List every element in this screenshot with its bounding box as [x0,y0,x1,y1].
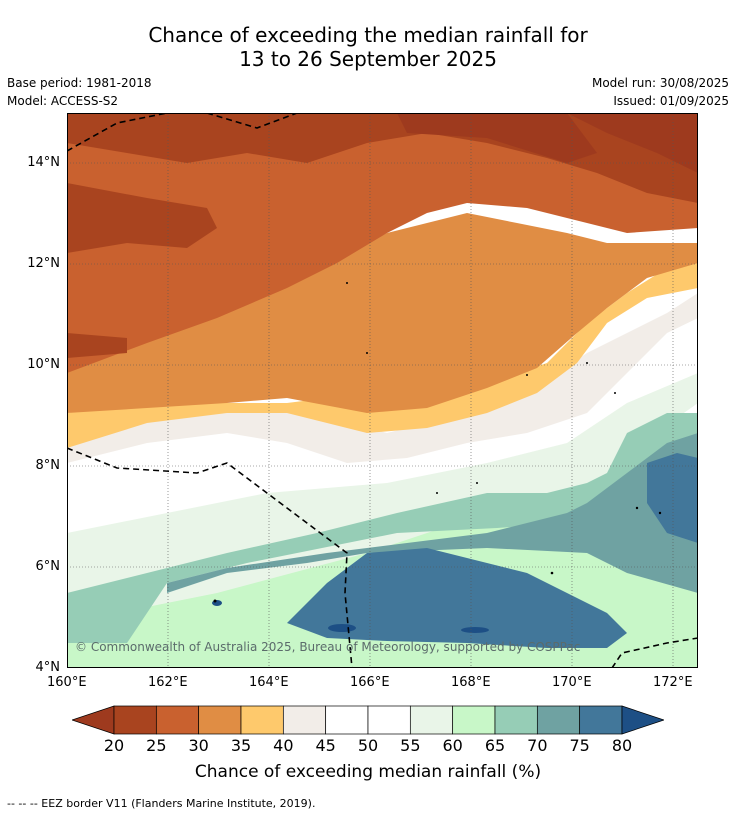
colorbar-title: Chance of exceeding median rainfall (%) [194,762,542,782]
colorbar-swatch [494,705,538,735]
band-30-35 [67,213,698,413]
band-20-25-west [67,183,217,253]
eez-border [67,113,698,668]
lat-label-14n: 14°N [27,155,60,170]
colorbar-tick-label: 40 [273,736,294,755]
graticule [67,113,698,668]
colorbar-tick-label: 30 [188,736,209,755]
lon-label-164e: 164°E [249,675,289,690]
islands [213,282,662,603]
colorbar-swatch [282,705,327,735]
issued-text: Issued: 01/09/2025 [613,94,729,108]
band-below-20-ne [567,113,698,173]
colorbar-swatch [155,705,200,735]
band-20-25-sw [67,333,127,358]
colorbar-swatch [367,705,411,735]
lat-label-8n: 8°N [35,458,61,473]
lon-label-172e: 172°E [653,675,693,690]
colorbar [72,705,664,735]
colorbar-tick-label: 55 [400,736,421,755]
band-75-80-east [647,453,698,543]
band-80-spot-2 [461,627,489,633]
colorbar-tick-label: 35 [230,736,252,755]
lat-label-12n: 12°N [27,256,60,271]
colorbar-tick-label: 25 [146,736,167,755]
band-80-spot-3 [212,600,222,606]
band-25-30 [67,113,698,373]
band-below-20-north [397,113,597,163]
colorbar-swatch [409,705,454,735]
colorbar-tick-label: 80 [611,736,633,755]
lat-label-4n: 4°N [35,660,61,675]
colorbar-high-extension [621,705,664,735]
colorbar-swatch [452,705,496,735]
map-title-line1: Chance of exceeding the median rainfall … [148,23,588,47]
colorbar-tick-label: 65 [484,736,506,755]
colorbar-tick-label: 75 [569,736,590,755]
model-text: Model: ACCESS-S2 [7,94,119,108]
lon-label-170e: 170°E [552,675,592,690]
colorbar-swatch [113,705,157,735]
colorbar-tick-label: 50 [357,736,379,755]
model-run-text: Model run: 30/08/2025 [591,76,729,90]
lat-label-6n: 6°N [35,559,61,574]
lon-label-162e: 162°E [148,675,188,690]
rainfall-probability-map [67,113,698,668]
band-75-80 [287,548,627,648]
base-period-text: Base period: 1981-2018 [7,76,152,90]
colorbar-tick-label: 60 [442,736,463,755]
band-40-45 [67,293,698,463]
colorbar-tick-label: 70 [527,736,548,755]
lon-label-166e: 166°E [350,675,390,690]
lon-label-168e: 168°E [451,675,491,690]
colorbar-tick-label: 45 [315,736,336,755]
colorbar-swatch [579,705,623,735]
colorbar-swatch [240,705,284,735]
colorbar-swatch [198,705,242,735]
copyright-text: © Commonwealth of Australia 2025, Bureau… [75,640,581,654]
colorbar-swatch [536,705,581,735]
footer-eez-legend: -- -- -- EEZ border V11 (Flanders Marine… [7,797,316,810]
lon-label-160e: 160°E [47,675,87,690]
band-65-70 [67,413,698,643]
map-title-line2: 13 to 26 September 2025 [239,47,497,71]
map-frame [67,113,698,668]
band-80-spot-1 [328,624,356,632]
colorbar-swatch [325,705,369,735]
colorbar-tick-label: 20 [103,736,125,755]
band-70-75 [167,433,698,593]
colorbar-low-extension [72,705,115,735]
lat-label-10n: 10°N [27,357,60,372]
